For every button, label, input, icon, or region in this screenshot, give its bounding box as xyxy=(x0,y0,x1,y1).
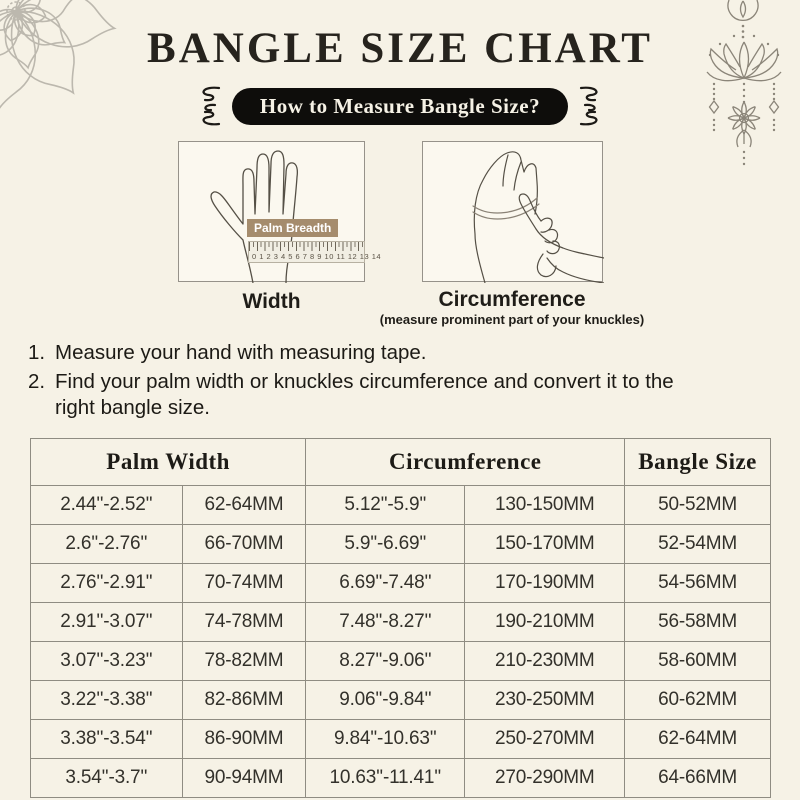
swirl-flourish-left-icon xyxy=(202,86,220,126)
width-label: Width xyxy=(242,290,301,313)
circumference-note: (measure prominent part of your knuckles… xyxy=(379,312,645,327)
table-row: 3.54''-3.7'' 90-94MM 10.63''-11.41'' 270… xyxy=(30,758,771,798)
cell-circ-in: 9.84''-10.63'' xyxy=(305,719,466,759)
cell-bangle: 56-58MM xyxy=(624,602,771,642)
cell-palm-mm: 90-94MM xyxy=(181,758,307,798)
cell-bangle: 54-56MM xyxy=(624,563,771,603)
header-circumference: Circumference xyxy=(305,438,626,486)
cell-circ-in: 9.06''-9.84'' xyxy=(305,680,466,720)
table-row: 3.22''-3.38'' 82-86MM 9.06''-9.84'' 230-… xyxy=(30,680,771,720)
cell-bangle: 60-62MM xyxy=(624,680,771,720)
cell-circ-mm: 210-230MM xyxy=(464,641,626,681)
how-to-measure-pill: How to Measure Bangle Size? xyxy=(231,87,569,125)
ruler-numbers: 0 1 2 3 4 5 6 7 8 9 10 11 12 13 14 xyxy=(252,252,382,261)
cell-bangle: 58-60MM xyxy=(624,641,771,681)
cell-palm-in: 3.22''-3.38'' xyxy=(30,680,183,720)
table-row: 3.38''-3.54'' 86-90MM 9.84''-10.63'' 250… xyxy=(30,719,771,759)
cell-palm-mm: 74-78MM xyxy=(181,602,307,642)
cell-circ-mm: 170-190MM xyxy=(464,563,626,603)
instruction-1-number: 1. xyxy=(28,341,46,364)
page-title: BANGLE SIZE CHART xyxy=(147,25,653,72)
cell-circ-in: 10.63''-11.41'' xyxy=(305,758,466,798)
cell-palm-mm: 82-86MM xyxy=(181,680,307,720)
cell-palm-mm: 62-64MM xyxy=(181,485,307,525)
cell-circ-in: 7.48''-8.27'' xyxy=(305,602,466,642)
cell-bangle: 62-64MM xyxy=(624,719,771,759)
table-row: 2.44''-2.52'' 62-64MM 5.12''-5.9'' 130-1… xyxy=(30,485,771,525)
subtitle-row: How to Measure Bangle Size? xyxy=(0,84,800,128)
lotus-mandala-icon xyxy=(0,0,117,112)
header-bangle-size: Bangle Size xyxy=(624,438,771,486)
hand-with-ruler-illustration xyxy=(210,150,299,283)
cell-palm-in: 2.44''-2.52'' xyxy=(30,485,183,525)
cell-circ-in: 5.12''-5.9'' xyxy=(305,485,466,525)
cell-circ-mm: 190-210MM xyxy=(464,602,626,642)
table-row: 2.6''-2.76'' 66-70MM 5.9''-6.69'' 150-17… xyxy=(30,524,771,564)
cell-circ-in: 5.9''-6.69'' xyxy=(305,524,466,564)
table-row: 2.76''-2.91'' 70-74MM 6.69''-7.48'' 170-… xyxy=(30,563,771,603)
table-row: 3.07''-3.23'' 78-82MM 8.27''-9.06'' 210-… xyxy=(30,641,771,681)
instructions: 1. Measure your hand with measuring tape… xyxy=(28,340,772,424)
cell-circ-in: 6.69''-7.48'' xyxy=(305,563,466,603)
cell-palm-mm: 66-70MM xyxy=(181,524,307,564)
cell-palm-in: 3.07''-3.23'' xyxy=(30,641,183,681)
cell-palm-mm: 86-90MM xyxy=(181,719,307,759)
instruction-2: 2. Find your palm width or knuckles circ… xyxy=(28,369,772,421)
table-header-row: Palm Width Circumference Bangle Size xyxy=(29,438,771,486)
instruction-2-number: 2. xyxy=(28,370,46,393)
ruler: 0 1 2 3 4 5 6 7 8 9 10 11 12 13 14 xyxy=(248,241,382,263)
cell-palm-in: 2.91''-3.07'' xyxy=(30,602,183,642)
cell-palm-mm: 70-74MM xyxy=(181,563,307,603)
instruction-2-text: Find your palm width or knuckles circumf… xyxy=(55,370,674,419)
cell-circ-mm: 230-250MM xyxy=(464,680,626,720)
cell-palm-in: 3.38''-3.54'' xyxy=(30,719,183,759)
cell-palm-in: 2.6''-2.76'' xyxy=(30,524,183,564)
header-palm-width: Palm Width xyxy=(29,438,307,486)
hands-measuring-tape-illustration xyxy=(472,151,604,283)
width-diagram-box: Palm Breadth 0 1 2 3 4 5 6 7 8 9 10 11 1… xyxy=(178,141,382,283)
cell-circ-mm: 250-270MM xyxy=(464,719,626,759)
cell-circ-mm: 130-150MM xyxy=(464,485,626,525)
cell-palm-in: 2.76''-2.91'' xyxy=(30,563,183,603)
cell-circ-mm: 270-290MM xyxy=(464,758,626,798)
instruction-1-text: Measure your hand with measuring tape. xyxy=(55,341,427,364)
cell-bangle: 64-66MM xyxy=(624,758,771,798)
palm-breadth-tag: Palm Breadth xyxy=(247,219,339,237)
table-row: 2.91''-3.07'' 74-78MM 7.48''-8.27'' 190-… xyxy=(30,602,771,642)
bangle-size-table: Palm Width Circumference Bangle Size 2.4… xyxy=(29,438,771,798)
cell-bangle: 50-52MM xyxy=(624,485,771,525)
cell-circ-mm: 150-170MM xyxy=(464,524,626,564)
cell-bangle: 52-54MM xyxy=(624,524,771,564)
cell-palm-in: 3.54''-3.7'' xyxy=(30,758,183,798)
hanging-lotus-ornament-icon xyxy=(706,0,782,166)
cell-palm-mm: 78-82MM xyxy=(181,641,307,681)
cell-circ-in: 8.27''-9.06'' xyxy=(305,641,466,681)
instruction-1: 1. Measure your hand with measuring tape… xyxy=(28,340,772,366)
swirl-flourish-right-icon xyxy=(580,86,598,126)
circumference-diagram-box xyxy=(422,141,604,283)
circumference-label: Circumference xyxy=(438,288,586,311)
